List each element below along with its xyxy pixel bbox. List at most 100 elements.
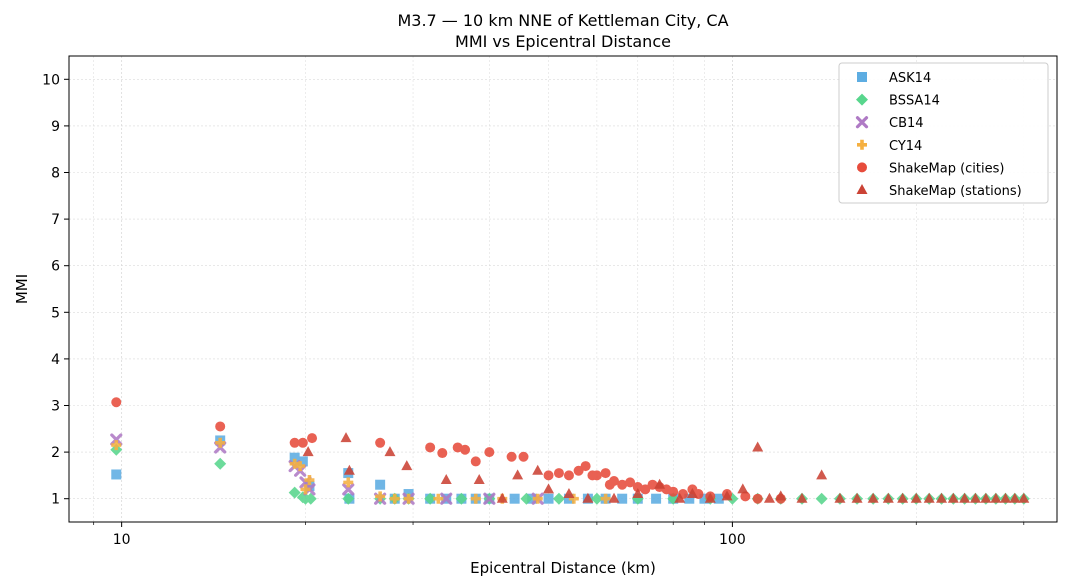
legend-label: BSSA14 — [889, 94, 940, 109]
data-point — [654, 478, 666, 489]
data-point — [573, 465, 584, 476]
data-point — [289, 452, 300, 463]
data-point — [375, 479, 386, 490]
data-point — [897, 492, 909, 503]
data-point — [343, 464, 355, 475]
data-point — [433, 493, 444, 504]
data-point — [470, 456, 481, 467]
data-point — [343, 477, 354, 488]
legend-label: CY14 — [889, 139, 922, 154]
data-point — [668, 486, 679, 497]
data-point — [590, 492, 603, 505]
axis-ticks: 1 2 3 4 5 6 7 8 9 10 10 100 — [42, 72, 1025, 548]
legend-label: ShakeMap (cities) — [889, 161, 1004, 176]
data-point — [543, 470, 554, 481]
data-point — [1000, 492, 1012, 503]
legend-box — [838, 62, 1049, 204]
data-point — [834, 492, 846, 503]
data-point — [990, 492, 1002, 503]
data-point — [297, 437, 308, 448]
data-point — [215, 421, 226, 432]
y-tick-label: 5 — [51, 305, 60, 321]
y-tick-label: 10 — [42, 72, 60, 88]
gridlines — [69, 56, 1057, 522]
data-point — [520, 492, 533, 505]
data-point — [297, 456, 308, 467]
data-point — [455, 492, 468, 505]
data-point — [580, 461, 591, 472]
data-point — [300, 484, 311, 495]
y-tick-label: 8 — [51, 166, 60, 182]
data-point — [923, 492, 935, 503]
data-point — [304, 492, 317, 505]
data-point — [215, 437, 226, 448]
data-point — [969, 492, 981, 503]
data-point — [763, 492, 775, 503]
y-tick-label: 1 — [51, 492, 60, 508]
data-point — [110, 433, 123, 446]
data-point — [307, 433, 318, 444]
data-point — [816, 469, 828, 480]
data-point — [740, 491, 751, 502]
data-point — [568, 493, 579, 504]
data-point — [509, 493, 520, 504]
series-2 — [110, 433, 544, 505]
data-point — [532, 464, 544, 475]
data-point — [424, 492, 437, 505]
data-point — [111, 440, 122, 451]
data-point — [496, 492, 508, 503]
data-point — [684, 493, 695, 504]
data-point — [111, 469, 122, 480]
data-point — [721, 490, 733, 501]
data-point — [882, 492, 894, 503]
data-point — [608, 492, 620, 503]
series-5 — [302, 432, 1030, 503]
data-point — [384, 446, 396, 457]
data-point — [401, 460, 413, 471]
y-tick-label: 9 — [51, 119, 60, 135]
legend-label: CB14 — [889, 116, 924, 131]
data-point — [289, 437, 300, 448]
data-point — [582, 492, 594, 503]
data-point — [342, 492, 355, 505]
data-point — [713, 493, 724, 504]
series-4 — [111, 397, 786, 504]
plot-frame — [68, 55, 1058, 523]
data-marks — [110, 397, 1030, 505]
data-point — [543, 493, 554, 504]
data-point — [775, 490, 787, 501]
data-point — [512, 469, 524, 480]
data-point — [460, 444, 471, 455]
data-point — [483, 492, 496, 505]
data-point — [552, 492, 565, 505]
data-point — [440, 474, 452, 485]
data-point — [340, 432, 352, 443]
legend-label: ShakeMap (stations) — [889, 184, 1022, 199]
data-point — [563, 470, 574, 481]
data-point — [752, 441, 764, 452]
data-point — [506, 451, 517, 462]
data-point — [295, 461, 306, 472]
series-0 — [111, 435, 724, 504]
data-point — [851, 492, 863, 503]
data-point — [980, 492, 992, 503]
legend-marker — [857, 162, 867, 173]
data-point — [796, 492, 808, 503]
data-point — [947, 492, 959, 503]
x-axis-label: Epicentral Distance (km) — [470, 559, 656, 577]
data-point — [470, 493, 481, 504]
y-axis-label: MMI — [13, 274, 31, 304]
data-point — [617, 479, 628, 490]
data-point — [600, 493, 611, 504]
data-point — [910, 492, 922, 503]
data-point — [389, 493, 400, 504]
data-point — [815, 492, 828, 505]
legend-marker — [855, 116, 869, 129]
legend-marker — [857, 72, 867, 82]
y-tick-label: 3 — [51, 399, 60, 415]
data-point — [936, 492, 948, 503]
data-point — [440, 492, 453, 505]
data-point — [375, 491, 386, 502]
data-point — [289, 458, 300, 469]
